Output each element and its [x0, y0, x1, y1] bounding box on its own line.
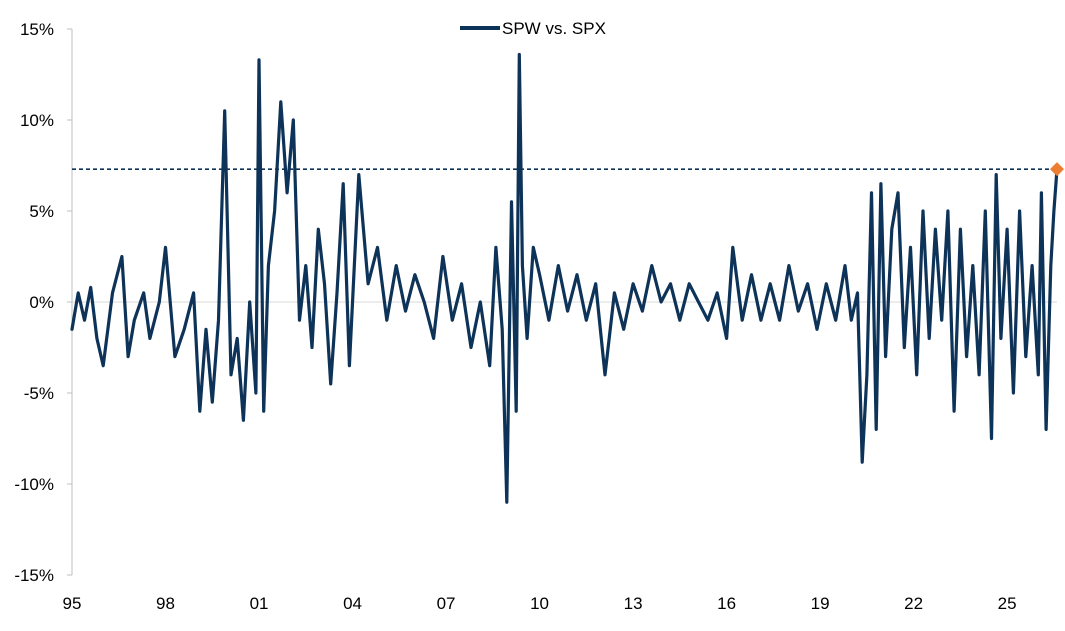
legend: SPW vs. SPX: [460, 19, 606, 38]
x-tick-label: 04: [343, 594, 362, 613]
series-line: [70, 52, 1059, 504]
x-tick-label: 25: [998, 594, 1017, 613]
y-tick-label: 10%: [20, 111, 54, 130]
x-tick-label: 95: [63, 594, 82, 613]
y-axis-ticks: -15% -10% -5% 0% 5% 10% 15%: [14, 20, 72, 585]
legend-label: SPW vs. SPX: [502, 19, 606, 38]
x-tick-label: 13: [624, 594, 643, 613]
x-axis-ticks: 95 98 01 04 07 10 13 16 19 22 25: [63, 594, 1017, 613]
x-tick-label: 07: [437, 594, 456, 613]
x-tick-label: 16: [717, 594, 736, 613]
x-tick-label: 19: [811, 594, 830, 613]
series-layer: [70, 52, 1059, 504]
y-tick-label: 5%: [29, 202, 54, 221]
x-tick-label: 01: [250, 594, 269, 613]
y-tick-label: -10%: [14, 475, 54, 494]
y-tick-label: -15%: [14, 566, 54, 585]
x-tick-label: 98: [156, 594, 175, 613]
y-tick-label: 0%: [29, 293, 54, 312]
y-tick-label: -5%: [24, 384, 54, 403]
x-tick-label: 22: [904, 594, 923, 613]
x-tick-label: 10: [530, 594, 549, 613]
latest-value-marker: [1050, 162, 1064, 177]
y-tick-label: 15%: [20, 20, 54, 39]
